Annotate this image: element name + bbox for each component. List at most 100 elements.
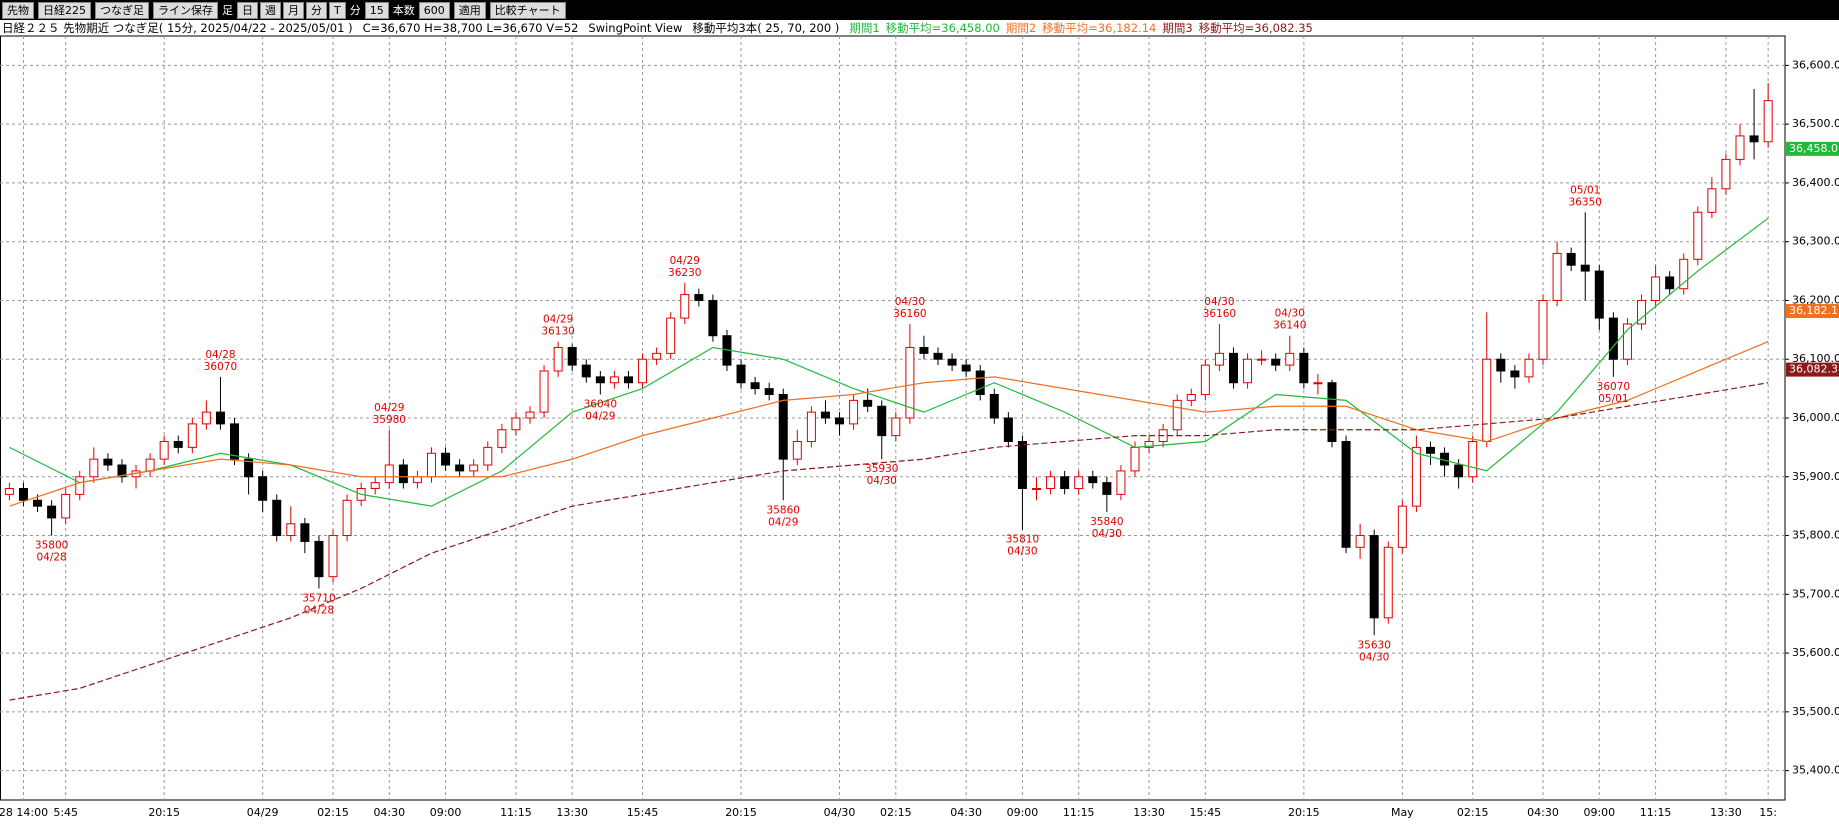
y-tick-label: 35,500.0 <box>1792 705 1839 718</box>
candle-body <box>511 417 521 431</box>
compare-button[interactable]: 比較チャート <box>489 1 566 19</box>
candle-body <box>1144 441 1154 448</box>
x-tick-label: 11:15 <box>1640 806 1672 819</box>
candle-body <box>1566 252 1576 266</box>
swing-price: 35630 <box>1357 639 1390 651</box>
apply-button[interactable]: 適用 <box>453 1 486 19</box>
count-input[interactable]: 600 <box>418 1 450 19</box>
x-tick-label: 02:15 <box>880 806 912 819</box>
swing-price: 35810 <box>1006 534 1039 546</box>
candle-body <box>1355 535 1365 548</box>
x-tick-label: 15:45 <box>627 806 659 819</box>
candle-body <box>1172 399 1182 431</box>
ma-title: 移動平均3本( 25, 70, 200 ) <box>692 21 840 35</box>
candle-body <box>961 364 971 372</box>
candle-body <box>1341 441 1351 548</box>
y-tick-label: 36,000.0 <box>1792 411 1839 424</box>
y-tick-label: 36,200.0 <box>1792 293 1839 306</box>
swing-date: 04/29 <box>585 410 615 422</box>
swing-price: 36040 <box>584 398 617 410</box>
candle-body <box>230 423 240 460</box>
candle-body <box>4 488 14 495</box>
y-tick-label: 36,400.0 <box>1792 176 1839 189</box>
x-tick-label: 11:15 <box>500 806 532 819</box>
period-button[interactable]: 週 <box>260 1 281 19</box>
x-tick-label: 02:15 <box>317 806 349 819</box>
candle-body <box>1285 352 1295 366</box>
swing-price: 36140 <box>1273 320 1306 332</box>
x-tick-label: 15: <box>1759 806 1777 819</box>
candle-body <box>328 535 338 578</box>
save-line-button[interactable]: ライン保存 <box>153 1 218 19</box>
swing-price: 36070 <box>204 361 237 373</box>
candle-body <box>187 423 197 448</box>
candle-body <box>652 352 662 360</box>
chart-title: 日経２２５ 先物期近 つなぎ足( 15分, 2025/04/22 - 2025/… <box>2 21 353 35</box>
candle-body <box>1214 352 1224 366</box>
swing-price: 36350 <box>1569 196 1602 208</box>
legend-name: 期間2 <box>1005 21 1037 35</box>
y-tick-label: 35,400.0 <box>1792 764 1839 777</box>
candle-body <box>244 458 254 478</box>
swing-date: 04/30 <box>867 475 897 487</box>
candle-body <box>1580 264 1590 272</box>
candle-body <box>1594 270 1604 319</box>
candle-body <box>497 429 507 448</box>
candle-body <box>806 411 816 443</box>
candle-body <box>694 294 704 301</box>
candle-body <box>61 493 71 519</box>
candle-body <box>1454 464 1464 478</box>
candle-body <box>1313 382 1323 385</box>
candle-body <box>47 505 57 519</box>
swing-price: 36130 <box>541 326 574 338</box>
swing-date: 05/01 <box>1570 184 1600 196</box>
candle-body <box>581 364 591 378</box>
symbol-select[interactable]: 日経225 <box>38 1 91 19</box>
candle-body <box>455 464 465 472</box>
candle-body <box>764 388 774 395</box>
x-tick-label: May <box>1391 806 1414 819</box>
candle-body <box>792 441 802 460</box>
candle-body <box>975 370 985 395</box>
x-tick-label: 04/30 <box>824 806 856 819</box>
candle-body <box>820 411 830 419</box>
legend-name: 期間1 <box>849 21 880 35</box>
swing-date: 04/30 <box>1359 651 1389 663</box>
candle-body <box>1003 417 1013 443</box>
price-box <box>1786 304 1839 319</box>
swing-date: 04/30 <box>1007 546 1037 558</box>
x-tick-label: 09:00 <box>430 806 462 819</box>
candle-body <box>849 399 859 425</box>
candle-body <box>89 458 99 478</box>
candle-body <box>1679 258 1689 290</box>
candle-body <box>1243 358 1253 384</box>
candle-body <box>117 464 127 478</box>
candle-body <box>441 452 451 466</box>
candle-body <box>370 482 380 490</box>
candle-body <box>314 540 324 578</box>
period-button[interactable]: 日 <box>237 1 258 19</box>
candle-body <box>1130 446 1140 472</box>
swing-price: 35840 <box>1090 516 1123 528</box>
period-button[interactable]: 分 <box>306 1 327 19</box>
y-tick-label: 36,100.0 <box>1792 352 1839 365</box>
candle-body <box>623 376 633 384</box>
swing-price: 35980 <box>373 414 406 426</box>
candle-body <box>666 317 676 354</box>
price-box <box>1786 141 1839 156</box>
interval-input[interactable]: 15 <box>364 1 389 19</box>
y-tick-label: 36,600.0 <box>1792 58 1839 71</box>
legend: 期間1 移動平均=36,458.00 期間2 移動平均=36,182.14 期間3 移動平… <box>849 20 1313 36</box>
candle-body <box>553 346 563 372</box>
swing-price: 36230 <box>668 267 701 279</box>
swing-date: 04/28 <box>36 552 66 564</box>
market-select[interactable]: 先物 <box>2 1 34 19</box>
period-button[interactable]: T <box>329 1 346 19</box>
period-button[interactable]: 月 <box>283 1 304 19</box>
candle-body <box>1271 358 1281 366</box>
bar-type-select[interactable]: つなぎ足 <box>95 1 149 19</box>
candle-body <box>1411 446 1421 507</box>
